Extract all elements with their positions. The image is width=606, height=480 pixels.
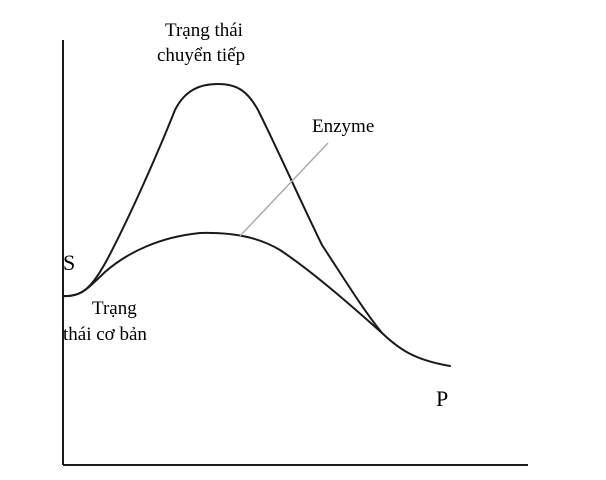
enzyme-label: Enzyme [312,116,375,137]
enzyme-leader-line [239,142,329,237]
transition-state-label-line1: Trạng thái [165,20,243,41]
product-label: P [436,386,449,411]
ground-state-label-line2: thái cơ bản [63,324,147,345]
transition-state-label-line2: chuyển tiếp [157,45,246,66]
substrate-label: S [63,250,76,275]
ground-state-label-line1: Trạng [92,298,137,319]
enzyme-curve [62,231,451,367]
uncatalyzed-curve [62,83,383,334]
